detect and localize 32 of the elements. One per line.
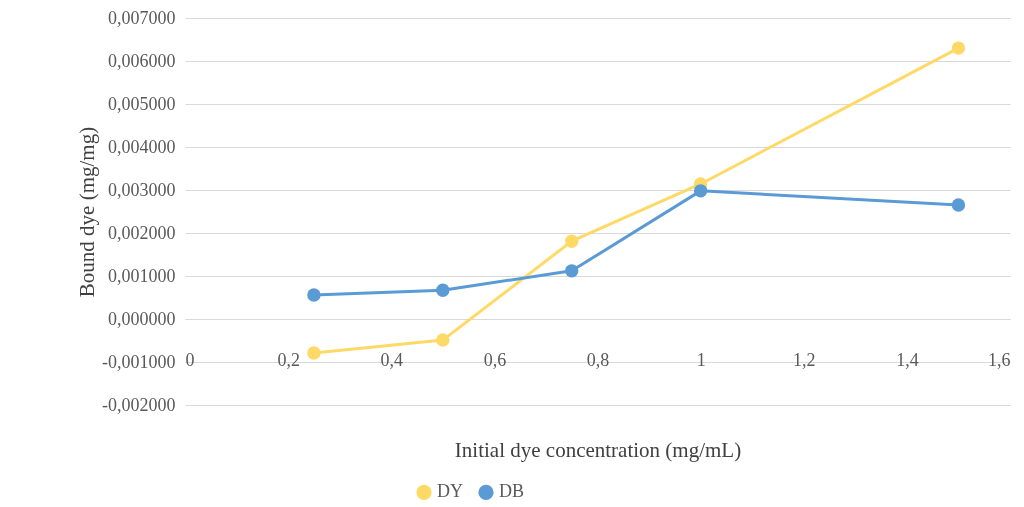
x-tick-label: 0 — [185, 349, 195, 370]
y-tick-label: 0,007000 — [108, 7, 176, 28]
x-tick-label: 1,2 — [793, 349, 816, 370]
point — [693, 184, 708, 198]
y-tick-label: 0,002000 — [108, 222, 176, 243]
legend-label: DB — [499, 481, 525, 502]
point — [436, 283, 450, 297]
x-tick-label: 0,6 — [483, 349, 507, 370]
point — [307, 346, 321, 360]
y-tick-label: -0,002000 — [102, 394, 176, 415]
y-tick-label: -0,001000 — [102, 351, 176, 372]
point — [565, 234, 579, 248]
x-tick-label: 1,4 — [896, 349, 919, 370]
x-tick-label: 1 — [696, 349, 706, 370]
y-tick-label: 0,003000 — [108, 179, 176, 200]
x-tick-label: 0,8 — [586, 349, 610, 370]
y-tick-label: 0,004000 — [108, 136, 176, 157]
x-axis-title: Initial dye concentration (mg/mL) — [454, 437, 742, 462]
x-tick-label: 0,4 — [380, 349, 403, 370]
point — [951, 41, 966, 55]
point — [307, 288, 321, 302]
y-axis-title: Bound dye (mg/mg) — [75, 126, 100, 298]
legend-label: DY — [437, 481, 463, 502]
y-tick-label: 0,001000 — [108, 265, 176, 286]
y-tick-label: 0,000000 — [108, 308, 176, 329]
x-tick-label: 0,2 — [277, 349, 300, 370]
point — [436, 333, 450, 347]
point — [951, 198, 966, 212]
y-tick-label: 0,005000 — [108, 93, 176, 114]
y-tick-label: 0,006000 — [108, 50, 176, 71]
x-tick-label: 1,6 — [988, 349, 1011, 370]
point — [565, 264, 579, 278]
